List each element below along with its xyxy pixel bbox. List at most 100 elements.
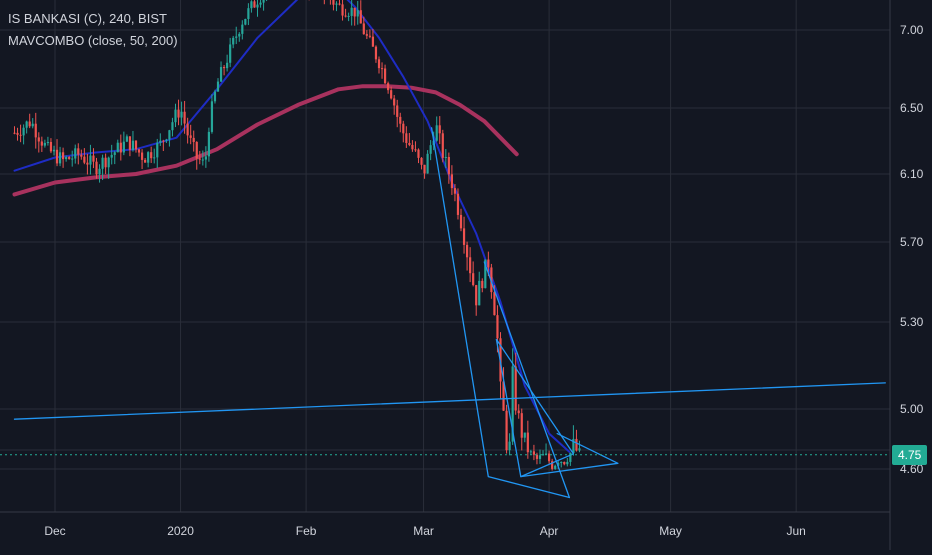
candle-body bbox=[475, 285, 478, 306]
candle-body bbox=[368, 35, 371, 37]
candle-body bbox=[408, 142, 411, 145]
candle-body bbox=[469, 257, 472, 274]
trendline-inner-triangle bbox=[495, 338, 575, 478]
y-tick-label: 7.00 bbox=[900, 23, 924, 37]
candle-body bbox=[92, 155, 95, 162]
candle-body bbox=[95, 161, 98, 175]
candle-body bbox=[159, 140, 162, 143]
y-tick-label: 5.30 bbox=[900, 315, 924, 329]
candle-body bbox=[52, 149, 56, 152]
candle-body bbox=[420, 157, 423, 165]
candle-body bbox=[140, 152, 144, 160]
candle-body bbox=[377, 59, 381, 69]
candle-body bbox=[235, 36, 238, 38]
candle-body bbox=[229, 44, 232, 63]
candle-body bbox=[396, 105, 399, 117]
candle-body bbox=[435, 125, 438, 141]
candle-body bbox=[332, 0, 335, 5]
candle-body bbox=[71, 158, 74, 160]
candle-body bbox=[341, 4, 344, 16]
candle-body bbox=[447, 156, 450, 175]
candle-body bbox=[40, 141, 43, 146]
candle-body bbox=[444, 156, 447, 158]
candle-body bbox=[80, 154, 83, 157]
y-tick-label: 6.50 bbox=[900, 101, 924, 115]
candle-body bbox=[414, 149, 417, 151]
candle-body bbox=[134, 140, 138, 150]
candle-body bbox=[472, 273, 475, 286]
candle-body bbox=[183, 111, 186, 124]
candle-body bbox=[538, 455, 542, 459]
candle-body bbox=[174, 109, 177, 123]
trendline-horizontal-resistance bbox=[13, 382, 886, 420]
candle-body bbox=[198, 158, 201, 160]
candle-body bbox=[535, 454, 539, 459]
candle-body bbox=[462, 228, 466, 245]
candle-body bbox=[98, 168, 101, 175]
candle-body bbox=[219, 67, 223, 82]
candle-body bbox=[62, 152, 65, 160]
trendline-upper-wedge bbox=[520, 432, 619, 478]
candle-body bbox=[171, 122, 174, 131]
candle-body bbox=[34, 123, 37, 138]
candle-body bbox=[177, 109, 180, 118]
x-tick-label: Jun bbox=[786, 524, 805, 538]
candle-body bbox=[222, 67, 226, 69]
candle-body bbox=[55, 149, 59, 164]
candle-body bbox=[226, 62, 229, 69]
candle-body bbox=[557, 462, 560, 466]
candle-body bbox=[359, 10, 362, 24]
candle-body bbox=[65, 157, 68, 160]
candle-body bbox=[128, 136, 132, 150]
candle-body bbox=[256, 4, 259, 8]
candle-body bbox=[371, 36, 375, 47]
candle-layer bbox=[13, 0, 581, 471]
candle-body bbox=[58, 152, 62, 164]
candle-body bbox=[137, 149, 141, 153]
candle-body bbox=[210, 101, 214, 132]
candle-body bbox=[575, 438, 578, 451]
candle-body bbox=[107, 157, 110, 168]
candle-body bbox=[399, 116, 402, 124]
candle-body bbox=[554, 465, 557, 469]
candle-body bbox=[46, 141, 50, 143]
candle-body bbox=[150, 152, 153, 159]
candle-body bbox=[505, 410, 508, 451]
candle-body bbox=[216, 81, 220, 92]
trendline-outer-triangle bbox=[430, 127, 571, 499]
candle-body bbox=[450, 174, 453, 189]
candle-body bbox=[259, 2, 262, 5]
ma200-layer bbox=[12, 84, 519, 197]
candle-body bbox=[204, 156, 207, 160]
candle-body bbox=[441, 133, 444, 158]
candle-body bbox=[484, 259, 487, 289]
candle-body bbox=[569, 452, 572, 462]
candle-body bbox=[438, 125, 441, 134]
candle-body bbox=[481, 280, 484, 289]
candle-body bbox=[244, 18, 247, 25]
candle-body bbox=[541, 454, 545, 456]
candle-body bbox=[74, 148, 77, 159]
candle-body bbox=[459, 214, 463, 229]
candle-body bbox=[560, 461, 563, 463]
candle-body bbox=[89, 155, 92, 165]
candle-body bbox=[162, 140, 165, 142]
x-tick-label: Feb bbox=[296, 524, 317, 538]
trend-layer bbox=[13, 127, 886, 499]
candle-body bbox=[453, 188, 457, 194]
candle-body bbox=[28, 121, 31, 127]
candle-body bbox=[104, 157, 107, 168]
candle-body bbox=[113, 152, 116, 155]
candle-body bbox=[110, 154, 113, 158]
ma200-line bbox=[12, 84, 519, 197]
x-tick-label: Dec bbox=[44, 524, 65, 538]
candle-body bbox=[131, 140, 135, 150]
candle-body bbox=[517, 410, 520, 414]
y-tick-label: 4.60 bbox=[900, 462, 924, 476]
candle-body bbox=[508, 441, 511, 451]
candle-body bbox=[514, 366, 517, 411]
candle-body bbox=[153, 157, 156, 159]
